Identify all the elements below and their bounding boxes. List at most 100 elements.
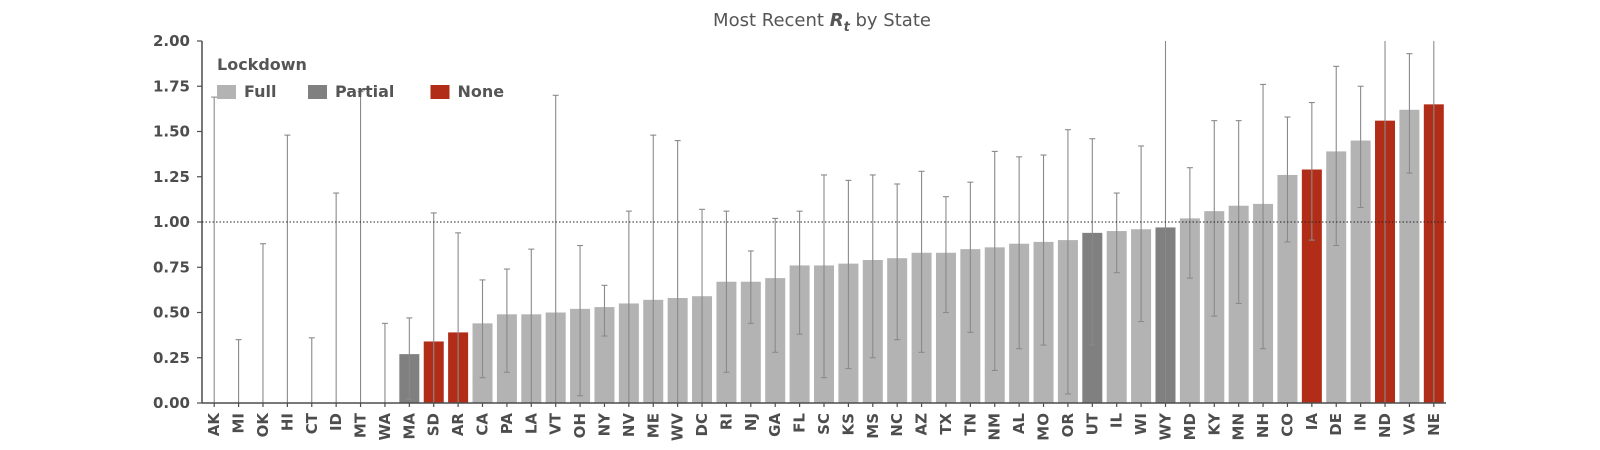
error-bar-wv	[674, 140, 681, 403]
y-tick-label: 1.50	[153, 123, 190, 141]
x-tick-label-mn: MN	[1230, 413, 1248, 440]
x-tick-label-fl: FL	[791, 413, 809, 433]
legend-item-partial: Partial	[308, 82, 394, 101]
error-bar-ga	[772, 217, 779, 353]
error-bar-dc	[699, 208, 706, 403]
x-tick-label-md: MD	[1181, 413, 1199, 440]
bar-il	[1106, 231, 1127, 403]
error-bar-il	[1113, 192, 1120, 274]
error-bar-nj	[747, 250, 754, 324]
error-bar-ok	[259, 243, 266, 403]
y-tick-label: 1.75	[153, 77, 190, 95]
error-bar-ny	[601, 284, 608, 337]
error-bar-ar	[455, 232, 462, 403]
x-tick-label-co: CO	[1278, 413, 1296, 437]
error-bar-fl	[796, 210, 803, 335]
x-tick-label-nh: NH	[1254, 413, 1272, 438]
error-bar-nh	[1260, 83, 1267, 350]
error-bar-nm	[991, 150, 998, 371]
y-tick-label: 0.50	[153, 304, 190, 322]
x-tick-label-mi: MI	[230, 413, 248, 434]
bar-mn	[1228, 205, 1249, 403]
bar-ny	[594, 307, 615, 403]
error-bar-co	[1284, 116, 1291, 243]
title-symbol: R	[830, 10, 844, 31]
x-tick-label-in: IN	[1352, 413, 1370, 431]
bar-md	[1179, 218, 1200, 403]
x-tick-label-ca: CA	[474, 413, 492, 436]
legend: Lockdown Full Partial None	[217, 55, 504, 101]
legend-item-none: None	[430, 82, 504, 101]
x-tick-label-id: ID	[327, 413, 345, 431]
x-tick-label-az: AZ	[913, 413, 931, 436]
error-bar-ms	[869, 174, 876, 359]
chart-title: Most Recent Rt by State	[713, 10, 931, 35]
bar-de	[1326, 151, 1347, 403]
x-tick-label-il: IL	[1108, 413, 1126, 429]
x-tick-label-hi: HI	[278, 413, 296, 431]
error-bar-ma	[406, 317, 413, 400]
legend-swatch-full	[217, 85, 236, 99]
error-bar-ky	[1211, 120, 1218, 317]
error-bar-ks	[845, 179, 852, 370]
bar-tx	[935, 252, 956, 403]
x-tick-label-ma: MA	[400, 413, 418, 440]
x-axis: AK MI OK HI CT ID MT WA MA SD AR CA PA LA VT OH NY NV ME WV…	[202, 402, 1446, 442]
x-tick-label-ky: KY	[1205, 412, 1223, 436]
error-bar-tx	[942, 196, 949, 314]
x-tick-label-nv: NV	[620, 413, 638, 438]
error-bar-az	[918, 170, 925, 353]
error-bar-oh	[577, 244, 584, 397]
error-bar-mi	[235, 339, 242, 403]
x-tick-label-mt: MT	[352, 412, 370, 438]
error-bar-vt	[552, 94, 559, 403]
x-tick-label-me: ME	[644, 413, 662, 438]
error-bar-id	[333, 192, 340, 403]
x-tick-label-nm: NM	[986, 413, 1004, 440]
x-tick-label-ms: MS	[864, 413, 882, 439]
error-bar-tn	[967, 181, 974, 333]
bar-nj	[740, 281, 761, 403]
x-tick-label-ut: UT	[1083, 412, 1101, 435]
x-tick-label-ok: OK	[254, 412, 272, 438]
error-bar-sc	[821, 174, 827, 379]
x-tick-label-nd: ND	[1376, 413, 1394, 438]
x-tick-label-ks: KS	[839, 413, 857, 435]
x-tick-label-ne: NE	[1425, 413, 1443, 436]
error-bars-group	[211, 41, 1435, 403]
error-bar-nv	[625, 210, 632, 403]
error-bar-ri	[723, 210, 730, 373]
error-bar-ia	[1308, 101, 1315, 241]
y-tick-label: 1.00	[153, 213, 190, 231]
x-tick-label-wi: WI	[1132, 413, 1150, 435]
error-bar-me	[650, 134, 657, 403]
x-tick-label-tx: TX	[937, 413, 955, 435]
error-bar-or	[1064, 129, 1071, 395]
error-bar-md	[1186, 167, 1193, 279]
y-tick-label: 0.00	[153, 394, 190, 412]
x-tick-label-tn: TN	[961, 413, 979, 436]
x-tick-label-ny: NY	[595, 412, 613, 437]
error-bar-mt	[357, 91, 364, 403]
error-bar-ut	[1089, 138, 1096, 346]
y-axis: 0.00 0.25 0.50 0.75 1.00 1.25 1.50 1.75 2.00	[153, 32, 203, 412]
error-bar-va	[1406, 53, 1413, 174]
x-tick-label-wv: WV	[669, 413, 687, 442]
x-tick-label-mo: MO	[1035, 413, 1053, 441]
x-tick-label-ar: AR	[449, 413, 467, 437]
x-tick-label-vt: VT	[547, 412, 565, 435]
legend-item-full: Full	[217, 82, 277, 101]
error-bar-de	[1333, 65, 1340, 247]
error-bar-al	[1016, 156, 1023, 350]
x-tick-label-de: DE	[1327, 413, 1345, 436]
legend-swatch-none	[430, 85, 450, 99]
legend-label-partial: Partial	[335, 82, 394, 101]
y-tick-label: 0.25	[153, 349, 190, 367]
x-tick-label-wy: WY	[1156, 412, 1174, 441]
x-tick-label-sc: SC	[815, 413, 833, 435]
error-bar-sd	[430, 212, 437, 403]
x-tick-label-sd: SD	[425, 413, 443, 436]
error-bar-nc	[894, 183, 901, 341]
x-tick-label-ia: IA	[1303, 413, 1321, 431]
x-tick-label-la: LA	[522, 413, 540, 435]
